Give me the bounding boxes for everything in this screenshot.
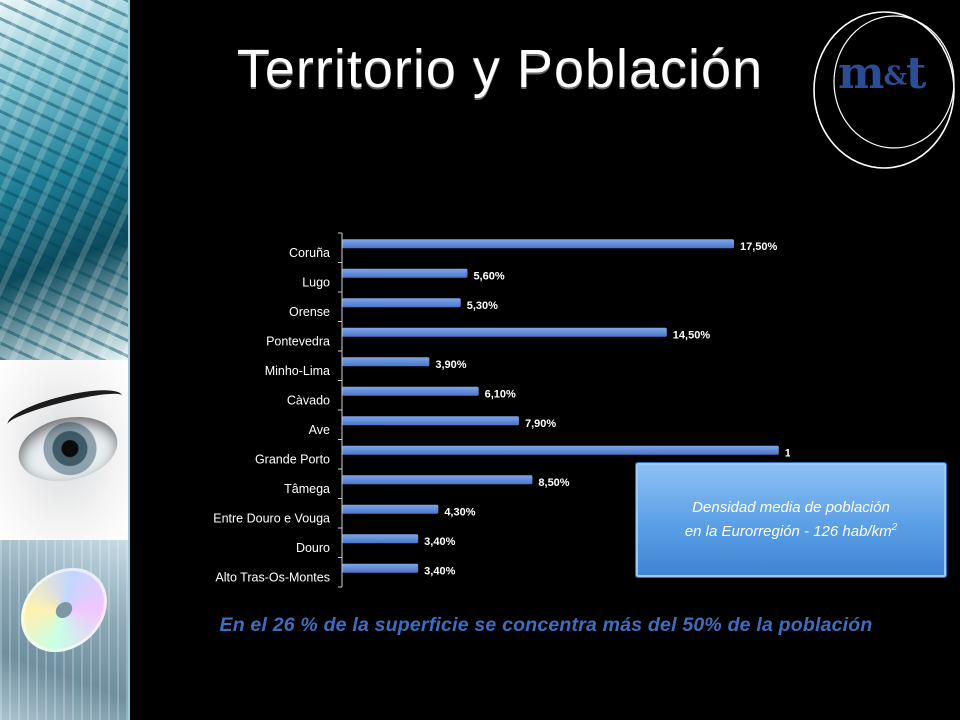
category-label: Coruña xyxy=(289,246,330,260)
logo-lettering: m&t xyxy=(838,48,926,99)
bar xyxy=(342,327,667,337)
building-photo xyxy=(0,0,128,360)
bar xyxy=(342,268,468,278)
bar xyxy=(342,357,430,367)
value-label: 5,60% xyxy=(473,270,504,282)
callout-line-2-text: en la Eurorregión - 126 hab/km xyxy=(684,523,892,540)
density-callout-text: Densidad media de población en la Eurorr… xyxy=(685,498,897,542)
value-label: 3,40% xyxy=(424,536,455,548)
value-labels: 17,50% 5,60% 5,30% 14,50% 3,90% 6,10% 7,90% 19,… xyxy=(424,241,790,578)
population-bar-chart: Coruña Lugo Orense Pontevedra Minho-Lima Càva… xyxy=(213,232,790,588)
category-labels: Coruña Lugo Orense Pontevedra Minho-Lima Càva… xyxy=(213,246,330,585)
bar xyxy=(342,386,479,396)
category-label: Càvado xyxy=(287,393,330,407)
category-label: Grande Porto xyxy=(255,452,330,466)
mt-logo: m&t xyxy=(808,6,960,174)
category-label: Orense xyxy=(289,305,330,319)
eye-photo xyxy=(0,360,128,540)
logo-letter-t: t xyxy=(906,48,926,99)
decorative-photo-strip xyxy=(0,0,130,720)
disc-photo xyxy=(0,540,128,720)
value-label: 3,90% xyxy=(435,359,466,371)
bar xyxy=(342,475,533,485)
category-label: Douro xyxy=(296,541,330,555)
bottom-note: En el 26 % de la superficie se concentra… xyxy=(219,614,873,636)
bar xyxy=(342,416,519,426)
density-callout-box: Densidad media de población en la Eurorr… xyxy=(636,463,946,577)
cd-disc-icon xyxy=(13,568,115,652)
logo-letter-m: m xyxy=(838,48,885,99)
callout-line-1: Densidad media de población xyxy=(692,499,890,516)
bar xyxy=(342,239,734,249)
logo-circles xyxy=(813,11,955,169)
axis-ticks xyxy=(338,232,342,588)
value-label: 6,10% xyxy=(485,388,516,400)
bar xyxy=(342,298,461,308)
bar xyxy=(342,445,779,455)
category-label: Alto Tras-Os-Montes xyxy=(215,570,330,584)
callout-superscript: 2 xyxy=(891,522,898,533)
bar xyxy=(342,504,439,514)
category-label: Lugo xyxy=(302,275,330,289)
category-label: Ave xyxy=(309,423,330,437)
bar xyxy=(342,534,419,544)
category-label: Pontevedra xyxy=(266,334,330,348)
bars xyxy=(342,239,779,573)
category-label: Tâmega xyxy=(284,482,330,496)
bar xyxy=(342,563,419,573)
category-label: Minho-Lima xyxy=(265,364,330,378)
value-label: 7,90% xyxy=(525,418,556,430)
value-label: 14,50% xyxy=(673,329,711,341)
value-label: 3,40% xyxy=(424,565,455,577)
value-label: 5,30% xyxy=(467,300,498,312)
value-label: 4,30% xyxy=(444,506,475,518)
slide-title: Territorio y Población xyxy=(236,39,764,99)
logo-ampersand: & xyxy=(883,61,908,92)
category-label: Entre Douro e Vouga xyxy=(213,511,330,525)
callout-line-2: en la Eurorregión - 126 hab/km2 xyxy=(685,518,897,542)
value-label: 19,50% xyxy=(785,447,790,459)
value-label: 8,50% xyxy=(538,477,569,489)
value-label: 17,50% xyxy=(740,241,778,253)
